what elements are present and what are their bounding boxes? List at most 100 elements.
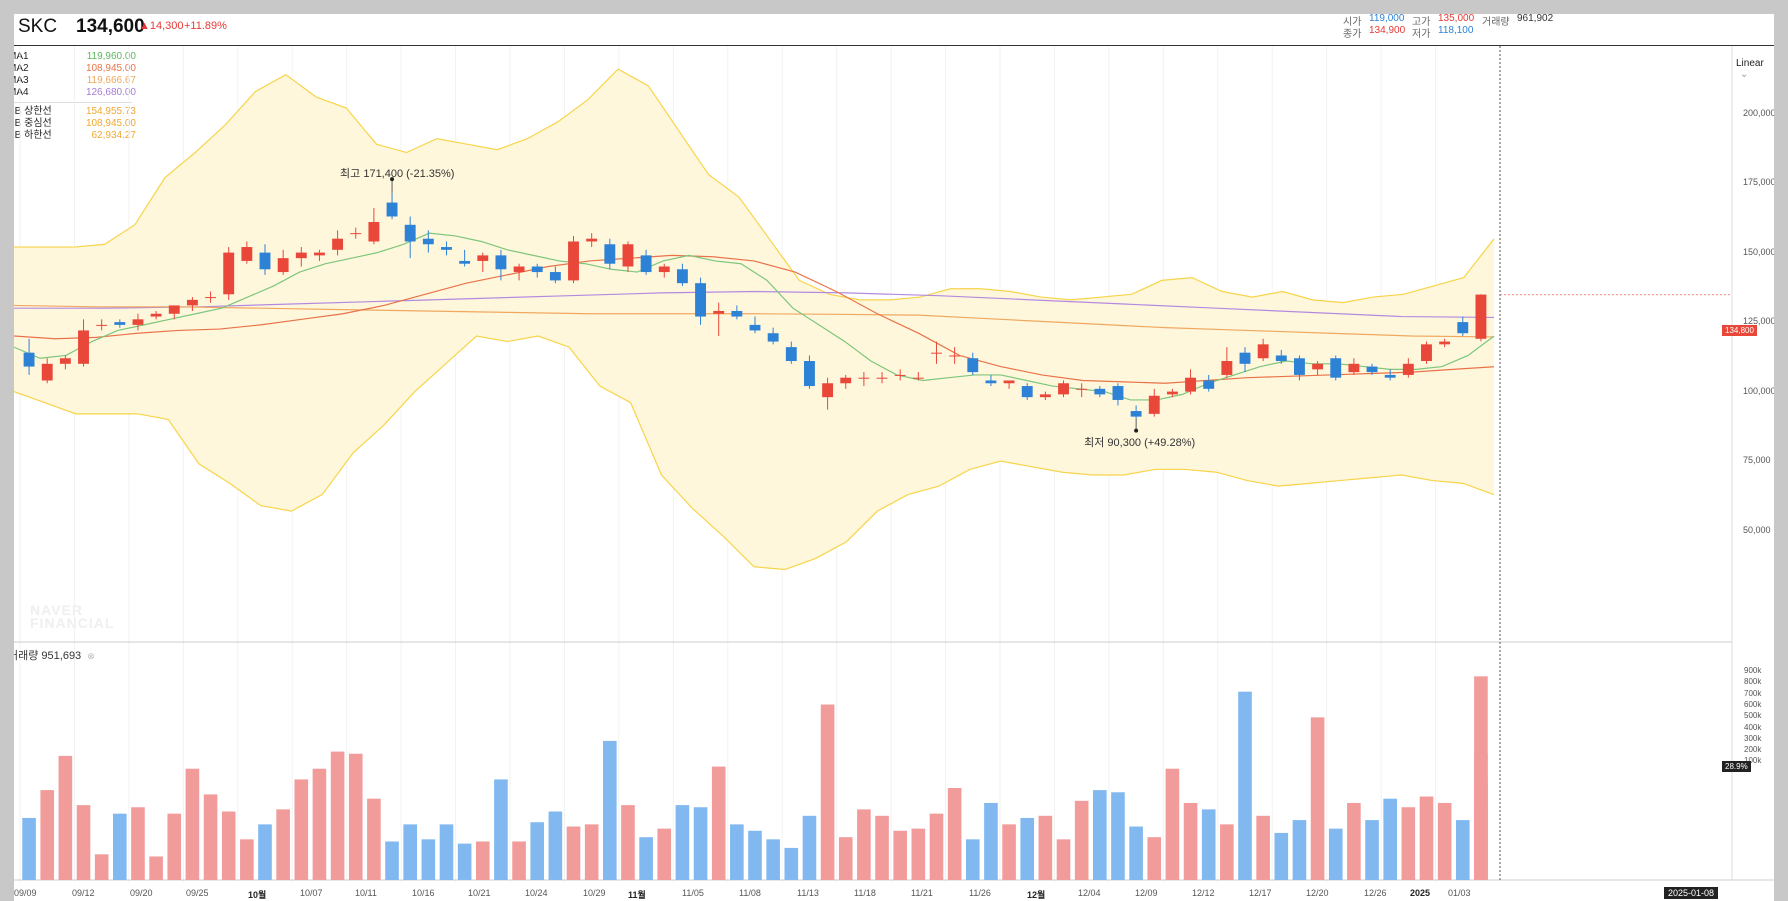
high-annotation: 최고 171,400 (-21.35%) xyxy=(340,168,455,181)
settings-icon[interactable]: ⊗ xyxy=(87,651,95,661)
volume-bar xyxy=(367,798,381,880)
x-axis-tick: 11/05 xyxy=(682,888,704,898)
volume-value: 961,902 xyxy=(1517,14,1554,24)
chart-window: SKC 134,600 ▲14,300 +11.89% 시가 119,000 고… xyxy=(14,14,1774,901)
x-axis-tick: 10/24 xyxy=(525,888,548,898)
volume-bar xyxy=(403,824,417,880)
candle-body xyxy=(350,233,362,235)
candle-body xyxy=(1221,361,1233,375)
volume-bar xyxy=(693,807,708,880)
candle-body xyxy=(404,224,416,242)
volume-bar xyxy=(348,753,363,880)
volume-bar xyxy=(40,790,55,880)
x-axis-tick: 11/08 xyxy=(739,888,761,898)
candle-body xyxy=(858,377,870,379)
volume-bar xyxy=(639,837,653,880)
volume-bar xyxy=(929,813,944,880)
volume-bar xyxy=(475,841,490,880)
x-axis-tick: 09/25 xyxy=(186,888,209,898)
volume-bar xyxy=(167,813,182,880)
bb-lower-line xyxy=(14,335,1495,571)
x-axis-tick: 12/17 xyxy=(1249,888,1272,898)
candle-body xyxy=(1039,394,1051,398)
candle-body xyxy=(332,238,344,250)
volume-axis-tick: 100k xyxy=(1744,756,1762,766)
price-chart xyxy=(14,46,1774,882)
volume-label: 거래량 xyxy=(1482,17,1510,28)
candle-body xyxy=(241,247,253,261)
volume-bar xyxy=(94,854,109,880)
y-axis-tick: 100,000 xyxy=(1743,385,1774,396)
chevron-down-icon: ⌄ xyxy=(1740,69,1749,80)
x-axis-tick: 12/04 xyxy=(1078,888,1101,898)
legend-bb-row: BB 하한선 62,934.27 xyxy=(14,130,136,142)
volume-axis-tick: 700k xyxy=(1744,688,1762,698)
candle-body xyxy=(731,310,743,317)
scale-selector[interactable]: Linear ⌄ xyxy=(1736,58,1774,80)
x-axis-tick: 10/16 xyxy=(412,888,435,898)
volume-axis-tick: 900k xyxy=(1744,666,1762,675)
volume-bar xyxy=(1111,792,1125,880)
volume-bar xyxy=(566,826,581,880)
x-axis-tick: 10/07 xyxy=(300,888,323,898)
volume-bar xyxy=(893,830,907,880)
legend-ma-label: MA4 xyxy=(14,87,29,98)
candle-body xyxy=(186,299,198,306)
volume-bar xyxy=(1238,691,1252,880)
candle-body xyxy=(1457,322,1469,334)
candle-body xyxy=(1384,374,1396,378)
volume-bar xyxy=(457,843,472,880)
volume-bar xyxy=(784,847,799,880)
price-change-pct: +11.89% xyxy=(184,20,227,32)
volume-bar xyxy=(748,830,762,880)
volume-bar xyxy=(1147,837,1162,880)
candle-body xyxy=(1366,366,1378,373)
candle-body xyxy=(1185,377,1196,392)
candle-body xyxy=(604,244,616,264)
volume-panel-label: 거래량 951,693 xyxy=(14,650,82,662)
volume-bar xyxy=(875,815,889,880)
candle-body xyxy=(1058,383,1069,395)
ma-line-ma2 xyxy=(14,254,1495,384)
volume-bar xyxy=(1201,809,1216,880)
candle-body xyxy=(713,310,725,314)
volume-bar xyxy=(1455,820,1470,880)
legend-bb-value: 154,955.73 xyxy=(85,106,136,117)
price-change: ▲14,300 xyxy=(139,20,184,32)
candle-body xyxy=(1421,344,1432,362)
volume-bar xyxy=(185,768,200,880)
candle-body xyxy=(640,255,652,273)
candle-body xyxy=(840,377,852,384)
candle-body xyxy=(1402,363,1414,375)
volume-bar xyxy=(1093,790,1107,880)
candle-body xyxy=(822,383,834,398)
volume-bar xyxy=(512,841,526,880)
volume-bar xyxy=(603,740,617,880)
x-axis-tick: 12/09 xyxy=(1135,888,1158,898)
volume-bar xyxy=(1056,839,1071,880)
legend-bb-row: BB 중심선 108,945.00 xyxy=(14,118,136,130)
low-marker-dot xyxy=(1134,428,1139,433)
volume-bar xyxy=(1419,796,1434,880)
low-label: 저가 xyxy=(1412,29,1431,40)
candle-body xyxy=(804,361,815,387)
volume-bar xyxy=(1183,802,1198,880)
candle-body xyxy=(459,260,471,264)
open-label: 시가 xyxy=(1343,17,1362,28)
candle-body xyxy=(23,352,35,367)
candle-body xyxy=(1239,352,1251,364)
ma-line-ma3 xyxy=(14,304,1495,338)
candle-body xyxy=(1294,358,1305,375)
legend-ma-value: 126,680.00 xyxy=(85,87,136,98)
volume-bar xyxy=(857,809,871,880)
candle-body xyxy=(314,252,325,256)
candle-body xyxy=(985,380,997,384)
candle-body xyxy=(422,238,434,245)
volume-bar xyxy=(1310,717,1325,880)
volume-bar xyxy=(711,766,726,880)
volume-bar xyxy=(312,768,327,880)
candle-body xyxy=(1312,363,1324,370)
volume-bar xyxy=(439,824,454,880)
volume-bar xyxy=(258,824,272,880)
candle-body xyxy=(695,283,706,317)
